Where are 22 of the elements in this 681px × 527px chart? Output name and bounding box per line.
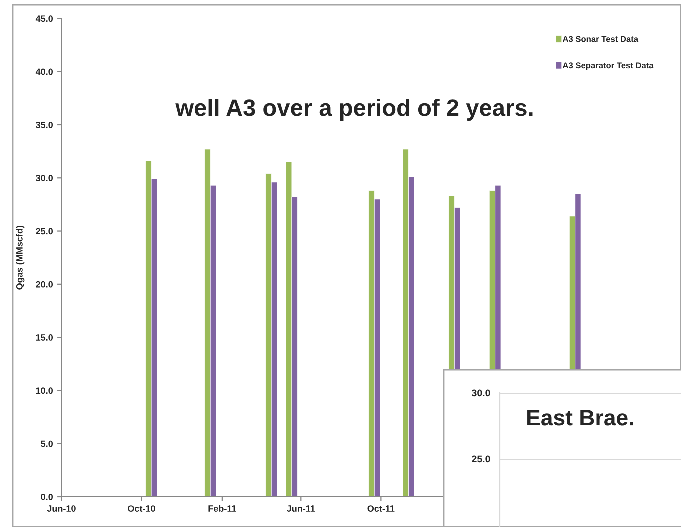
x-tick-label: Oct-11: [368, 506, 395, 512]
legend-label: A3 Separator Test Data: [562, 62, 654, 70]
x-tick-label: Feb-11: [208, 505, 236, 512]
legend-label: A3 Sonar Test Data: [562, 36, 639, 42]
y-tick-label: 30.0: [36, 175, 53, 182]
y-tick-label: 25.0: [36, 228, 53, 235]
y-tick-label: 20.0: [36, 281, 53, 288]
y-tick-label: 35.0: [36, 122, 53, 128]
x-tick-label: Oct-10: [128, 506, 156, 512]
text: East Brae.: [528, 410, 634, 426]
x-tick-label: Jun-11: [286, 506, 316, 512]
y-axis-title: Qgas (MMscfd): [16, 226, 25, 290]
annotation: 30.0: [472, 390, 490, 397]
y-tick-label: 5.0: [41, 440, 53, 448]
annotation: 25.0: [472, 456, 490, 463]
y-tick-label: 45.0: [36, 16, 53, 22]
y-tick-label: 40.0: [36, 68, 53, 76]
y-tick-label: 0.0: [41, 494, 53, 500]
y-tick-label: 15.0: [36, 334, 53, 341]
y-tick-label: 10.0: [36, 388, 53, 394]
x-tick-label: Jun-10: [47, 506, 76, 512]
annotation: well A3 over a period of 2 years.: [176, 98, 533, 122]
